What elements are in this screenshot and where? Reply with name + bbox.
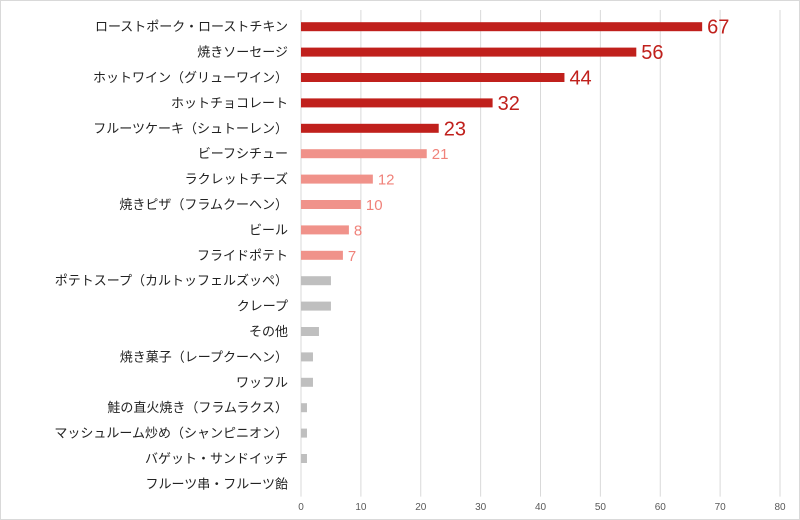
value-label-1: 56 xyxy=(641,42,663,64)
bar-5 xyxy=(301,149,427,159)
x-tick-10: 10 xyxy=(355,502,367,513)
category-label-12: その他 xyxy=(249,325,288,340)
bar-14 xyxy=(301,377,313,387)
category-label-18: フルーツ串・フルーツ飴 xyxy=(146,477,288,492)
category-label-5: ビーフシチュー xyxy=(198,147,288,162)
category-label-3: ホットチョコレート xyxy=(171,96,288,111)
bar-6 xyxy=(301,174,373,184)
category-label-7: 焼きピザ（フラムクーヘン） xyxy=(119,198,288,213)
value-label-3: 32 xyxy=(498,93,520,115)
category-label-2: ホットワイン（グリューワイン） xyxy=(93,71,288,86)
value-labels: 67 56 44 32 23 21 12 108 7 xyxy=(348,17,729,265)
bar-2 xyxy=(301,73,565,82)
bar-12 xyxy=(301,327,319,336)
value-label-9: 7 xyxy=(348,248,356,265)
bar-16 xyxy=(301,428,307,438)
category-label-8: ビール xyxy=(249,223,288,238)
category-label-10: ポテトスープ（カルトッフェルズッペ） xyxy=(55,273,288,289)
category-label-13: 焼き菓子（レープクーヘン） xyxy=(120,350,288,365)
x-tick-80: 80 xyxy=(774,502,786,513)
bar-8 xyxy=(301,225,349,235)
x-tick-40: 40 xyxy=(535,502,547,513)
category-label-16: マッシュルーム炒め（シャンピニオン） xyxy=(54,427,288,442)
value-label-8: 8 xyxy=(354,222,362,239)
category-label-4: フルーツケーキ（シュトーレン） xyxy=(93,122,288,137)
category-label-9: フライドポテト xyxy=(197,249,288,264)
category-label-14: ワッフル xyxy=(236,376,288,391)
bar-10 xyxy=(301,276,331,286)
category-label-1: 焼きソーセージ xyxy=(197,46,288,61)
bar-4 xyxy=(301,123,439,133)
bar-1 xyxy=(301,47,637,57)
x-tick-70: 70 xyxy=(715,502,727,513)
category-label-11: クレープ xyxy=(237,300,288,315)
bar-7 xyxy=(301,200,361,209)
category-label-15: 鮭の直火焼き（フラムラクス） xyxy=(107,401,288,416)
grid-lines xyxy=(300,10,781,497)
bar-17 xyxy=(301,454,307,463)
value-label-4: 23 xyxy=(444,118,466,140)
value-label-2: 44 xyxy=(569,68,591,90)
x-tick-0: 0 xyxy=(298,502,304,513)
bar-15 xyxy=(301,403,307,413)
x-tick-labels: 0 10 20 30 40 50 60 70 80 xyxy=(298,502,786,513)
bar-0 xyxy=(301,22,703,32)
value-label-7: 10 xyxy=(366,197,383,214)
category-label-17: バゲット・サンドイッチ xyxy=(145,452,288,467)
category-label-6: ラクレットチーズ xyxy=(185,172,288,188)
bar-9 xyxy=(301,250,343,260)
bar-13 xyxy=(301,352,313,362)
category-label-0: ローストポーク・ローストチキン xyxy=(95,20,288,35)
x-tick-50: 50 xyxy=(595,502,607,513)
value-label-0: 67 xyxy=(707,17,729,39)
x-tick-30: 30 xyxy=(475,502,487,513)
x-tick-60: 60 xyxy=(655,502,667,513)
bar-11 xyxy=(301,301,331,311)
bar-3 xyxy=(301,98,493,108)
bars xyxy=(301,22,703,463)
value-label-5: 21 xyxy=(432,146,449,163)
value-label-6: 12 xyxy=(378,172,395,189)
x-tick-20: 20 xyxy=(415,502,427,513)
